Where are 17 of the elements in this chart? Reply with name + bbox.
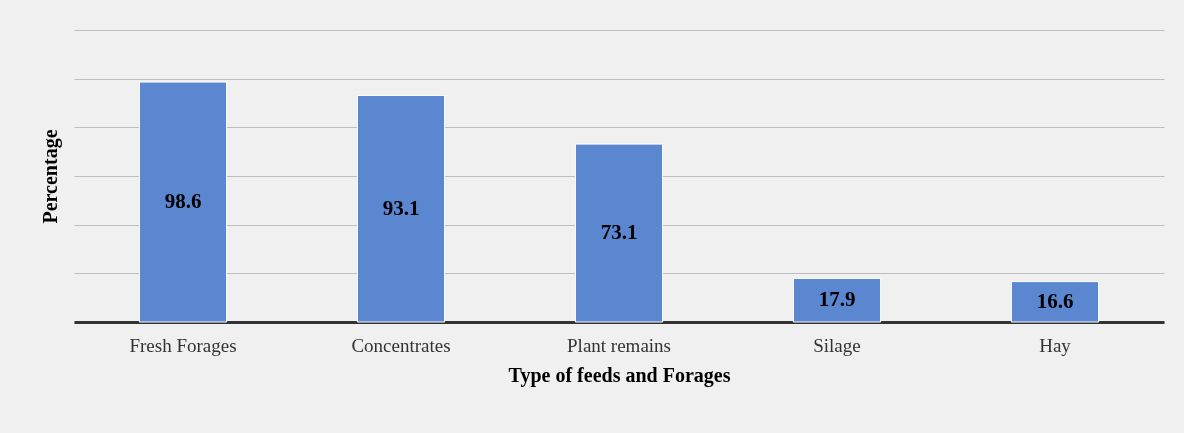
x-tick-label: Hay: [1039, 334, 1072, 356]
x-tick-label: Concentrates: [351, 334, 451, 356]
x-axis-title: Type of feeds and Forages: [508, 363, 731, 387]
data-label: 17.9: [818, 287, 856, 312]
x-tick-label: Plant remains: [567, 334, 671, 356]
data-label: 73.1: [600, 220, 638, 245]
x-tick-label: Silage: [813, 334, 861, 356]
x-tick-label: Fresh Forages: [129, 334, 237, 356]
bar: [792, 277, 882, 323]
bar: [1010, 281, 1100, 323]
bar: [574, 143, 664, 323]
bar: [138, 81, 228, 323]
data-label: 98.6: [164, 189, 202, 214]
y-axis-title: Percentage: [38, 129, 62, 224]
data-label: 16.6: [1036, 288, 1074, 313]
data-label: 93.1: [382, 195, 420, 220]
bar: [356, 94, 446, 323]
